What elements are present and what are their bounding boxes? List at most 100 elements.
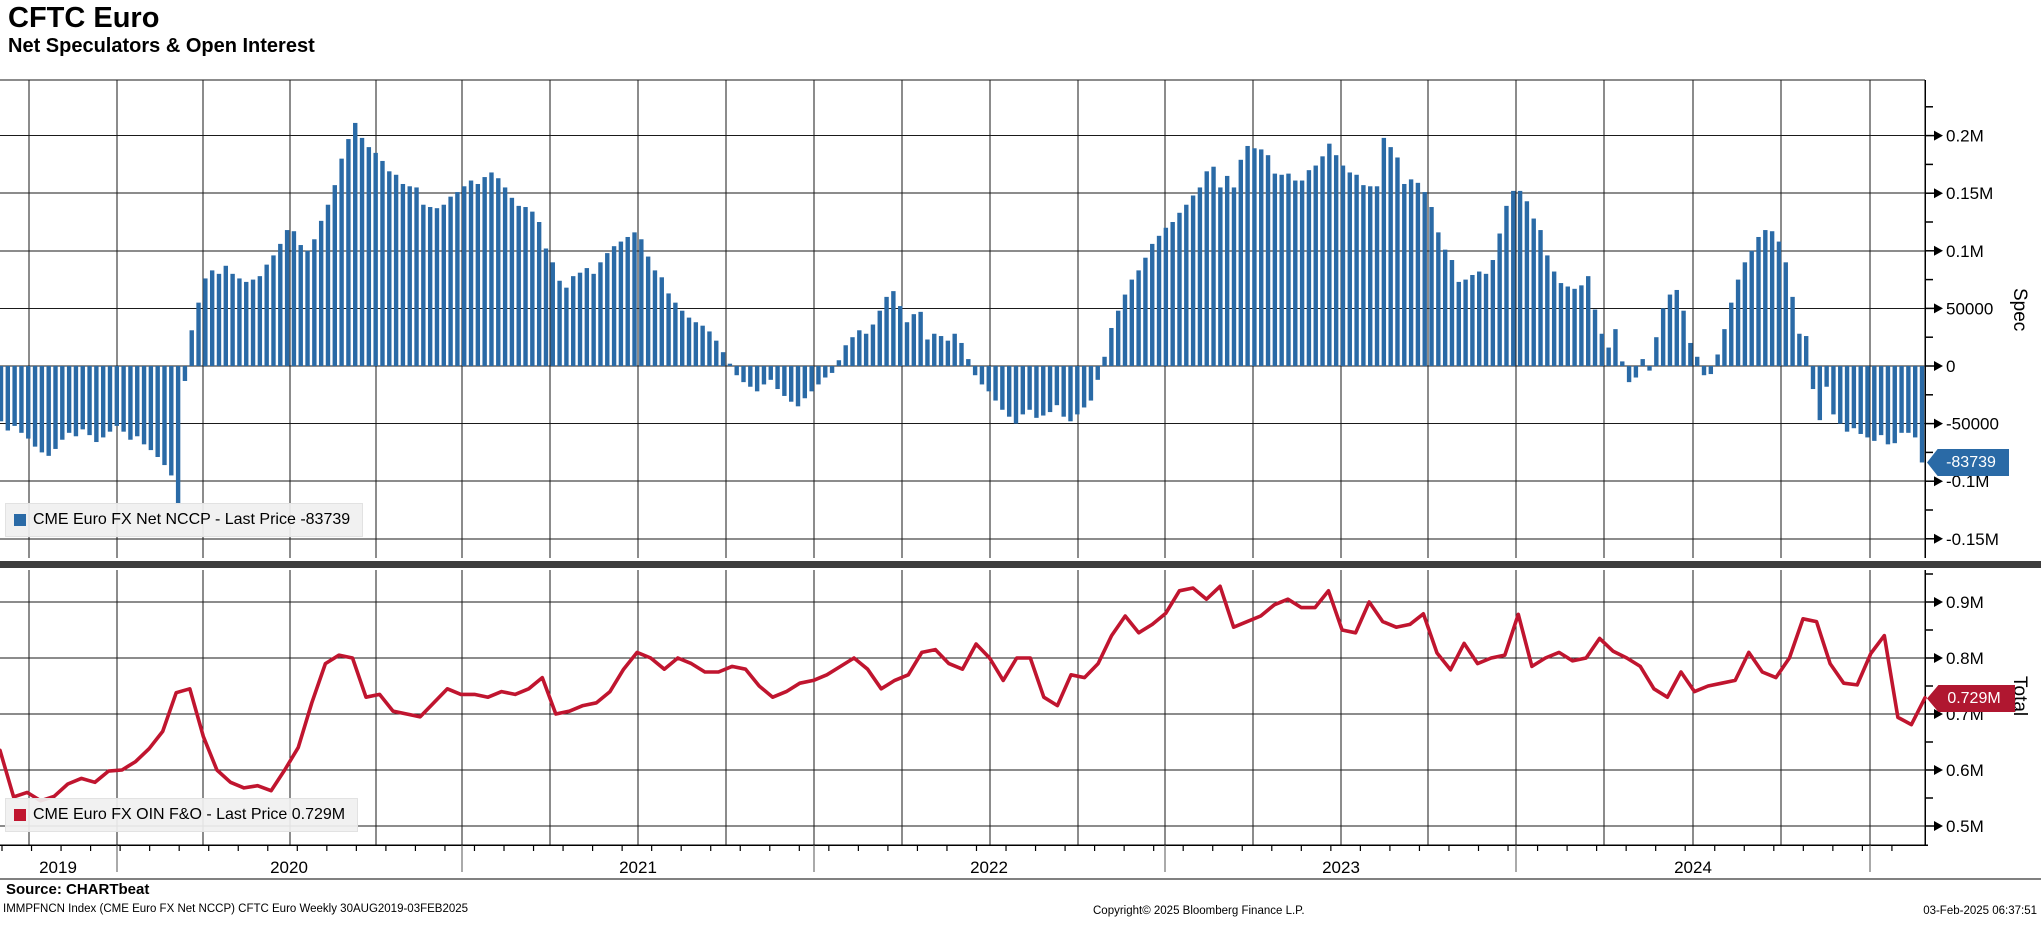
bar <box>1715 354 1720 366</box>
bar <box>421 204 426 366</box>
bar <box>1429 207 1434 366</box>
bar <box>216 273 222 366</box>
bar <box>1211 166 1216 366</box>
bar <box>87 366 92 436</box>
bar <box>298 245 303 366</box>
tick-arrow-icon <box>1934 245 1943 256</box>
bar <box>353 122 358 366</box>
bar <box>1579 285 1584 366</box>
bar <box>564 287 569 366</box>
bar <box>244 281 249 366</box>
bar <box>1572 288 1577 366</box>
bar <box>400 183 406 366</box>
bar <box>1252 148 1257 366</box>
bar <box>523 207 528 366</box>
bar <box>1354 174 1359 366</box>
bar <box>1878 366 1884 436</box>
bar <box>1511 190 1516 366</box>
footer-timestamp: 03-Feb-2025 06:37:51 <box>1923 905 2037 917</box>
bar <box>1368 186 1373 366</box>
bar <box>1170 222 1175 366</box>
bar <box>271 255 276 366</box>
bar <box>223 265 228 366</box>
bar <box>1483 273 1489 366</box>
bar <box>1531 218 1536 366</box>
bar <box>863 333 869 366</box>
bar <box>1286 173 1291 366</box>
bar <box>380 160 385 366</box>
total-tick-label: 0.9M <box>1946 593 1984 612</box>
bar <box>53 366 58 449</box>
red-series-swatch-icon <box>14 809 26 821</box>
bar <box>877 310 882 366</box>
bar <box>584 268 590 366</box>
bar <box>135 366 140 437</box>
bar <box>94 366 99 443</box>
page-subtitle: Net Speculators & Open Interest <box>8 35 315 57</box>
bar <box>918 311 923 366</box>
year-label: 2019 <box>39 858 77 877</box>
legend-oin-fo[interactable]: CME Euro FX OIN F&O - Last Price 0.729M <box>5 798 359 832</box>
bar <box>359 137 365 366</box>
bar <box>1803 336 1809 366</box>
bar <box>1851 366 1857 429</box>
bar <box>1415 182 1421 366</box>
bar <box>1858 366 1863 434</box>
bar <box>652 270 658 366</box>
tick-arrow-icon <box>1934 709 1943 719</box>
bar <box>1742 262 1748 366</box>
bar <box>339 158 344 366</box>
bar <box>1824 366 1829 387</box>
bar <box>1551 271 1557 366</box>
year-label: 2020 <box>270 858 308 877</box>
bar <box>1013 366 1019 424</box>
bar <box>5 366 11 431</box>
last-price-tag-total: 0.729M <box>1927 685 2015 712</box>
bar <box>1906 366 1911 433</box>
bar <box>325 204 331 366</box>
bar <box>1259 149 1264 366</box>
bar <box>959 342 964 366</box>
bar <box>1695 356 1700 366</box>
bar <box>1606 347 1611 366</box>
bar <box>1265 155 1271 366</box>
bar <box>1436 232 1441 366</box>
bar <box>1524 201 1530 366</box>
bar <box>1463 279 1468 366</box>
spec-tick-label: 0 <box>1946 357 1955 376</box>
bar <box>754 366 760 392</box>
bar <box>1654 337 1659 366</box>
bar <box>1402 183 1407 366</box>
bar <box>60 366 65 440</box>
bar <box>1136 270 1141 366</box>
bar <box>1442 249 1448 366</box>
bar <box>46 366 51 456</box>
last-price-tag-spec: -83739 <box>1927 449 2009 476</box>
bar <box>1313 165 1318 366</box>
bar <box>1592 309 1598 366</box>
bar <box>1701 366 1707 376</box>
bar <box>1558 283 1564 366</box>
bar <box>1320 156 1325 366</box>
bar <box>1129 279 1135 366</box>
bar <box>1831 366 1836 415</box>
bar <box>1797 333 1802 366</box>
bar <box>509 197 515 366</box>
legend-net-nccp[interactable]: CME Euro FX Net NCCP - Last Price -83739 <box>5 503 364 537</box>
tick-arrow-icon <box>1934 303 1943 314</box>
bar <box>1000 366 1005 410</box>
tick-arrow-icon <box>1934 361 1943 371</box>
legend-net-nccp-label: CME Euro FX Net NCCP - Last Price -83739 <box>33 511 351 528</box>
bar <box>1756 236 1761 366</box>
bar <box>768 366 773 380</box>
bar <box>897 306 903 366</box>
footer-copyright: Copyright© 2025 Bloomberg Finance L.P. <box>1093 905 1305 917</box>
bar <box>1872 366 1877 441</box>
spec-tick-label: 50000 <box>1946 299 1993 318</box>
bar <box>1041 366 1046 416</box>
bar <box>257 276 263 366</box>
bar <box>237 278 242 366</box>
bar <box>1231 187 1237 366</box>
bar <box>727 363 733 366</box>
bar <box>1327 143 1332 366</box>
